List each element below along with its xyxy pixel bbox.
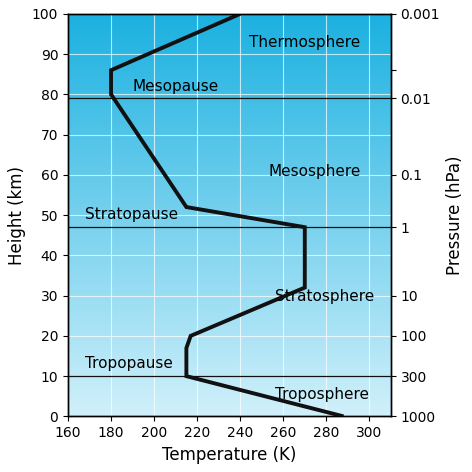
Text: Mesosphere: Mesosphere (268, 164, 361, 179)
Text: Tropopause: Tropopause (85, 356, 173, 371)
X-axis label: Temperature (K): Temperature (K) (162, 446, 296, 464)
Text: Thermosphere: Thermosphere (249, 35, 360, 50)
Y-axis label: Height (km): Height (km) (8, 166, 26, 265)
Text: Stratosphere: Stratosphere (275, 289, 374, 303)
Text: Troposphere: Troposphere (275, 388, 369, 402)
Text: Stratopause: Stratopause (85, 207, 178, 222)
Text: Mesopause: Mesopause (133, 78, 219, 93)
Y-axis label: Pressure (hPa): Pressure (hPa) (446, 155, 464, 275)
